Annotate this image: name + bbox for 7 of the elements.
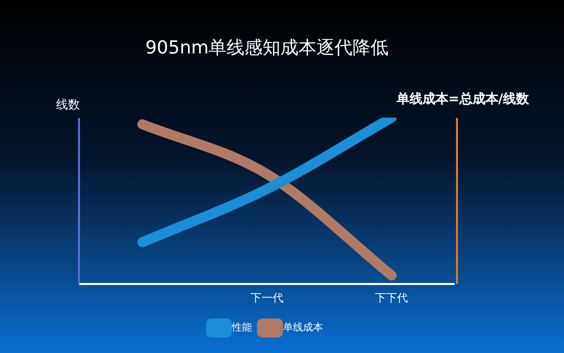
chart-title: 905nm单线感知成本逐代降低 bbox=[145, 37, 389, 58]
y-axis-title: 线数 bbox=[56, 98, 80, 112]
legend-label: 单线成本 bbox=[283, 322, 323, 334]
text: 单线成本=总成本/线数 bbox=[395, 90, 530, 107]
x-tick-label: 下一代 bbox=[250, 291, 284, 304]
legend-label: 性能 bbox=[231, 322, 252, 334]
x-tick-label: 下下代 bbox=[375, 291, 408, 304]
